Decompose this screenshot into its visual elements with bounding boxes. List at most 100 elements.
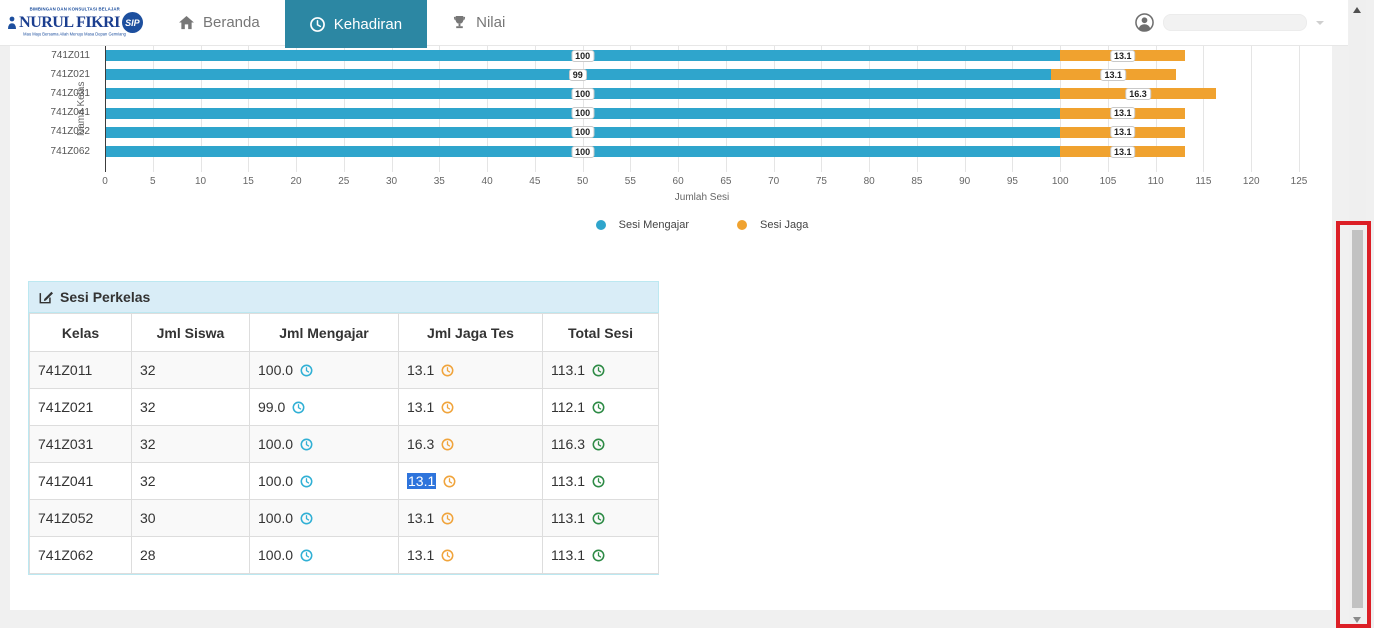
jaga-value: 13.1 xyxy=(407,362,435,378)
clock-icon xyxy=(443,475,456,488)
cell-kelas: 741Z052 xyxy=(29,499,132,537)
cell-jml-jaga-tes: 13.1 xyxy=(398,499,543,537)
x-tick-label: 30 xyxy=(385,176,398,187)
x-tick-label: 100 xyxy=(1051,176,1069,187)
clock-icon xyxy=(441,401,454,414)
brand-top-text: BIMBINGAN DAN KONSULTASI BELAJAR xyxy=(29,7,121,13)
col-header-total-sesi: Total Sesi xyxy=(542,313,659,352)
nav-label: Beranda xyxy=(203,14,260,31)
table-row: 741Z031 32 100.0 16.3 116.3 xyxy=(29,425,659,463)
x-tick-label: 70 xyxy=(768,176,780,187)
sesi-perkelas-table: Kelas Jml Siswa Jml Mengajar Jml Jaga Te… xyxy=(29,313,659,574)
x-tick-label: 85 xyxy=(911,176,923,187)
cell-total-sesi: 113.1 xyxy=(542,499,659,537)
cell-jml-mengajar: 100.0 xyxy=(249,499,399,537)
x-tick-label: 20 xyxy=(290,176,302,187)
cell-jml-mengajar: 100.0 xyxy=(249,351,399,389)
x-tick-label: 115 xyxy=(1195,176,1212,187)
legend-dot-orange-icon xyxy=(737,220,747,230)
col-header-jml-siswa: Jml Siswa xyxy=(131,313,250,352)
clock-icon xyxy=(309,16,325,32)
x-tick-label: 120 xyxy=(1242,176,1260,187)
jaga-value: 13.1 xyxy=(407,510,435,526)
cell-total-sesi: 116.3 xyxy=(542,425,659,463)
scrollbar-up-arrow-icon[interactable] xyxy=(1353,7,1361,13)
table-row: 741Z041 32 100.0 13.1 113.1 xyxy=(29,462,659,500)
legend-item-sesi-mengajar[interactable]: Sesi Mengajar xyxy=(595,219,689,231)
clock-icon xyxy=(300,475,313,488)
col-header-jml-mengajar: Jml Mengajar xyxy=(249,313,399,352)
dropdown-caret-icon xyxy=(1316,20,1324,25)
table-row: 741Z021 32 99.0 13.1 112.1 xyxy=(29,388,659,426)
cell-jml-mengajar: 100.0 xyxy=(249,425,399,463)
clock-icon xyxy=(441,438,454,451)
bar-value-label: 13.1 xyxy=(1110,145,1136,158)
x-tick-label: 125 xyxy=(1290,176,1308,187)
chart-category-label: 741Z041 xyxy=(50,107,90,119)
brand-logo[interactable]: BIMBINGAN DAN KONSULTASI BELAJAR NURUL F… xyxy=(8,7,143,38)
table-header-row: Kelas Jml Siswa Jml Mengajar Jml Jaga Te… xyxy=(29,313,659,352)
person-logo-icon xyxy=(8,16,17,29)
top-navbar: BIMBINGAN DAN KONSULTASI BELAJAR NURUL F… xyxy=(0,0,1348,48)
edit-pencil-square-icon xyxy=(39,291,53,304)
brand-tagline: Mau Maju Bersama Allah Menuju Masa Depan… xyxy=(23,32,127,38)
bar-value-label: 13.1 xyxy=(1100,68,1126,81)
brand-name: NURUL FIKRI xyxy=(19,13,120,31)
nav-item-kehadiran[interactable]: Kehadiran xyxy=(284,0,428,48)
bar-value-label: 100 xyxy=(571,126,595,139)
cell-jml-siswa: 28 xyxy=(131,536,250,574)
nav-item-beranda[interactable]: Beranda xyxy=(154,0,285,45)
gridline xyxy=(1203,45,1205,172)
home-icon xyxy=(179,15,194,29)
gridline xyxy=(1299,45,1300,172)
cell-kelas: 741Z041 xyxy=(29,462,132,500)
clock-icon xyxy=(592,364,605,377)
bar-value-label: 100 xyxy=(571,107,595,120)
col-header-jml-jaga-tes: Jml Jaga Tes xyxy=(398,313,543,352)
chart-category-label: 741Z021 xyxy=(50,68,90,80)
cell-jml-mengajar: 100.0 xyxy=(249,462,399,500)
bar-value-label: 16.3 xyxy=(1125,87,1151,100)
table-row: 741Z052 30 100.0 13.1 113.1 xyxy=(29,499,659,537)
clock-icon xyxy=(592,401,605,414)
chart-category-label: 741Z011 xyxy=(51,49,90,61)
table-row: 741Z062 28 100.0 13.1 113.1 xyxy=(29,536,659,574)
gridline xyxy=(1251,45,1253,172)
x-tick-label: 35 xyxy=(433,176,445,187)
scrollbar-thumb[interactable] xyxy=(1352,230,1363,608)
nav-item-nilai[interactable]: Nilai xyxy=(427,0,530,45)
panel-title: Sesi Perkelas xyxy=(60,289,151,305)
cell-kelas: 741Z021 xyxy=(29,388,132,426)
page-scrollbar[interactable] xyxy=(1349,0,1366,628)
x-tick-label: 60 xyxy=(672,176,684,187)
scrollbar-down-arrow-icon[interactable] xyxy=(1353,617,1361,623)
bar-value-label: 99 xyxy=(568,68,587,81)
clock-icon xyxy=(592,512,605,525)
cell-jml-siswa: 32 xyxy=(131,351,250,389)
bar-value-label: 13.1 xyxy=(1110,49,1136,62)
legend-item-sesi-jaga[interactable]: Sesi Jaga xyxy=(737,219,808,231)
x-tick-label: 95 xyxy=(1006,176,1018,187)
cell-jml-jaga-tes: 13.1 xyxy=(398,536,543,574)
nav-label: Nilai xyxy=(476,14,506,31)
jaga-value: 13.1 xyxy=(407,399,435,415)
user-menu[interactable] xyxy=(1135,13,1324,32)
clock-icon xyxy=(441,512,454,525)
bar-value-label: 100 xyxy=(571,49,595,62)
x-tick-label: 50 xyxy=(577,176,589,187)
chart-bars-layer: 100 13.1 99 13.1 100 16.3 100 13.1 100 13.1 100 13.… xyxy=(105,45,1299,172)
sesi-perkelas-panel: Sesi Perkelas Kelas Jml Siswa Jml Mengaj… xyxy=(28,281,659,575)
x-tick-label: 80 xyxy=(863,176,875,187)
cell-jml-siswa: 30 xyxy=(131,499,250,537)
cell-jml-jaga-tes: 13.1 xyxy=(398,351,543,389)
chart-category-label: 741Z031 xyxy=(50,87,90,99)
main-nav: Beranda Kehadiran Nilai xyxy=(154,0,530,48)
chart-category-label: 741Z062 xyxy=(50,145,90,157)
clock-icon xyxy=(592,549,605,562)
content-card: Nama Kelas 741Z011 741Z021 741Z031 741Z041 7… xyxy=(10,45,1332,610)
cell-kelas: 741Z031 xyxy=(29,425,132,463)
cell-total-sesi: 113.1 xyxy=(542,351,659,389)
user-icon xyxy=(1135,13,1154,32)
table-row: 741Z011 32 100.0 13.1 113.1 xyxy=(29,351,659,389)
cell-jml-siswa: 32 xyxy=(131,388,250,426)
